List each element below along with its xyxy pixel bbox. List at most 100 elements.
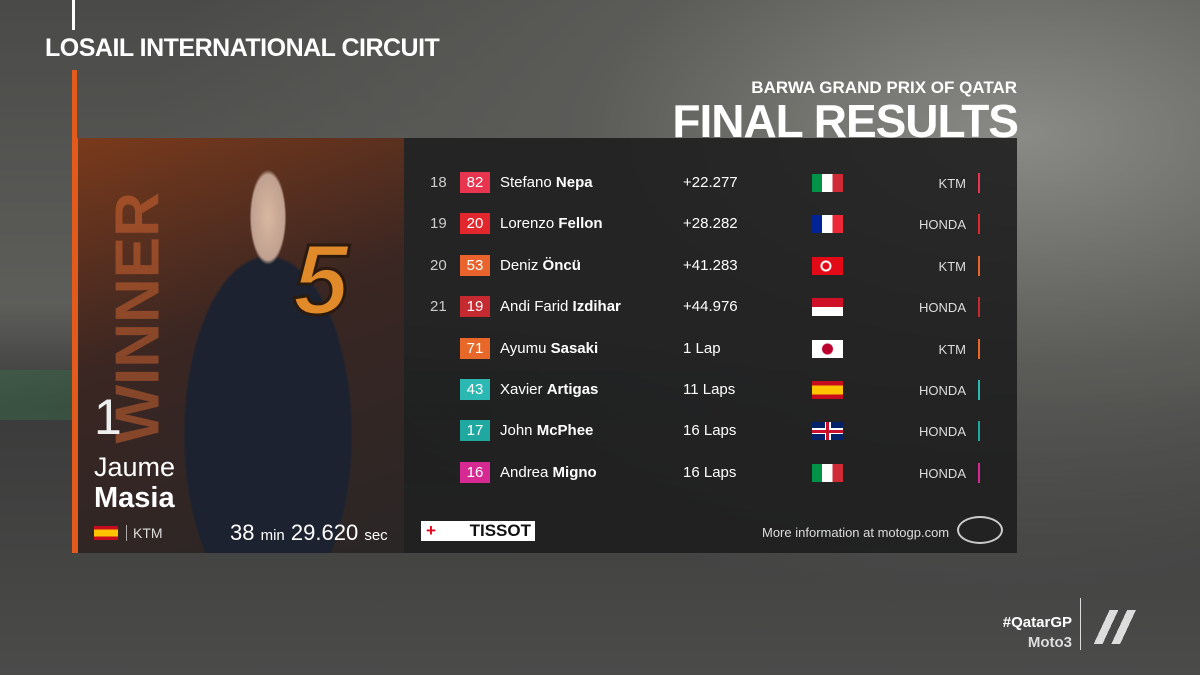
sponsor-logo: + TISSOT [421, 521, 535, 541]
gap: 16 Laps [683, 422, 737, 440]
last-name: Sasaki [550, 339, 599, 357]
rider-number: 19 [460, 296, 490, 318]
rider-photo [138, 158, 398, 553]
rider-name: Andi Farid Izdihar [500, 298, 621, 315]
winner-team: KTM [126, 525, 163, 541]
first-name: Stefano [500, 174, 552, 191]
flag-japan [812, 340, 843, 358]
team: HONDA [919, 465, 966, 481]
rider-number: 53 [460, 254, 490, 276]
rider-number: 17 [460, 420, 490, 442]
top-line [72, 0, 75, 30]
minutes: 38 [230, 520, 255, 545]
result-row: 19 20 Lorenzo Fellon +28.282 HONDA [404, 209, 1017, 239]
results-panel [404, 138, 1017, 553]
team: KTM [938, 258, 966, 274]
seconds: 29.620 [290, 520, 359, 545]
team-bar [978, 297, 980, 318]
team-bar [978, 214, 980, 235]
hashtag: #QatarGP [1002, 614, 1072, 631]
team: HONDA [919, 300, 966, 316]
position: 19 [430, 215, 447, 233]
rider-number: 71 [460, 337, 490, 359]
last-name: Öncü [542, 256, 581, 274]
first-name: Andi Farid [500, 298, 569, 316]
gap: 11 Laps [683, 381, 736, 398]
result-row: 17 John McPhee 16 Laps HONDA [404, 416, 1017, 446]
flag-italy [812, 464, 843, 482]
result-row: 20 53 Deniz Öncü +41.283 KTM [404, 251, 1017, 281]
rider-number: 20 [460, 213, 490, 235]
rider-name: Andrea Migno [500, 464, 597, 481]
first-name: Andrea [500, 463, 549, 481]
first-name: Xavier [500, 381, 543, 398]
flag-italy [812, 174, 843, 192]
venue: LOSAIL INTERNATIONAL CIRCUIT [45, 34, 440, 62]
flag-spain [94, 526, 118, 540]
team-bar [978, 255, 980, 276]
gap: 1 Lap [683, 339, 721, 357]
winner-time: 38 min 29.620 sec [230, 520, 388, 546]
winner-panel: WINNER 5 1 Jaume Masia KTM 38 min 29.620… [72, 138, 404, 553]
rider-name: Deniz Öncü [500, 257, 581, 274]
result-row: 21 19 Andi Farid Izdihar +44.976 HONDA [404, 292, 1017, 322]
rider-name: Lorenzo Fellon [500, 215, 603, 232]
position: 18 [430, 174, 447, 191]
seconds-unit: sec [364, 527, 388, 544]
fim-logo [957, 516, 1003, 544]
position: 21 [430, 298, 447, 316]
result-row: 16 Andrea Migno 16 Laps HONDA [404, 458, 1017, 488]
flag-indonesia [812, 298, 843, 316]
flag-turkey [812, 257, 843, 275]
winner-position: 1 [94, 389, 122, 445]
event: BARWA GRAND PRIX OF QATAR [751, 78, 1017, 97]
gap: +44.976 [683, 298, 738, 316]
team-bar [978, 421, 980, 442]
last-name: Nepa [555, 174, 593, 191]
rider-number: 82 [460, 172, 490, 193]
info: More information at motogp.com [762, 525, 950, 540]
winner-first-name: Jaume [94, 452, 176, 482]
winner-last-name: Masia [94, 482, 175, 514]
result-row: 43 Xavier Artigas 11 Laps HONDA [404, 375, 1017, 405]
flag-france [812, 215, 843, 233]
last-name: Artigas [546, 381, 599, 398]
position: 20 [430, 256, 447, 274]
gap: 16 Laps [683, 463, 737, 481]
team-bar [978, 173, 980, 193]
rider-name: Ayumu Sasaki [500, 340, 598, 357]
rider-name: John McPhee [500, 422, 593, 439]
rider-number: 43 [460, 379, 490, 400]
sponsor: TISSOT [469, 521, 531, 540]
minutes-unit: min [260, 527, 285, 544]
last-name: Migno [552, 463, 597, 481]
class: Moto3 [1027, 634, 1072, 651]
team: HONDA [919, 424, 966, 440]
team: HONDA [919, 383, 966, 398]
bike-number: 5 [292, 223, 351, 338]
result-row: 71 Ayumu Sasaki 1 Lap KTM [404, 334, 1017, 364]
motogp-logo [1092, 610, 1164, 644]
accent-line [72, 70, 77, 138]
last-name: McPhee [536, 422, 594, 440]
divider [1080, 598, 1081, 650]
flag-spain [812, 381, 843, 399]
rider-name: Stefano Nepa [500, 174, 593, 191]
first-name: Deniz [500, 256, 539, 274]
team: KTM [938, 176, 966, 191]
gap: +22.277 [683, 174, 738, 191]
rider-name: Xavier Artigas [500, 381, 598, 398]
first-name: Ayumu [500, 339, 547, 357]
team: KTM [938, 341, 966, 357]
last-name: Fellon [558, 215, 603, 233]
first-name: Lorenzo [500, 215, 555, 233]
gap: +28.282 [683, 215, 738, 233]
gap: +41.283 [683, 256, 738, 274]
flag-uk [812, 422, 843, 440]
rider-number: 16 [460, 461, 490, 483]
result-row: 18 82 Stefano Nepa +22.277 KTM [404, 168, 1017, 198]
team-bar [978, 462, 980, 483]
team-bar [978, 338, 980, 359]
team: HONDA [919, 217, 966, 233]
